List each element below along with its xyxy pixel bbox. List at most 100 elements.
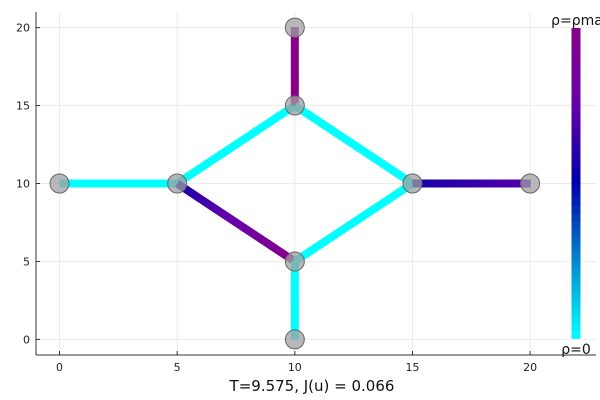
colorbar-swatch bbox=[571, 175, 581, 184]
colorbar-swatch bbox=[571, 167, 581, 177]
edge-segment bbox=[309, 113, 318, 123]
colorbar-swatch bbox=[571, 268, 581, 277]
edge-segment bbox=[252, 126, 261, 136]
edge-segment bbox=[339, 224, 348, 234]
edge-segment bbox=[306, 246, 315, 256]
edge-segment bbox=[380, 160, 389, 170]
edge-segment bbox=[238, 135, 248, 145]
edge-segment bbox=[242, 224, 251, 234]
edge-segment bbox=[312, 242, 322, 252]
colorbar-swatch bbox=[571, 128, 581, 138]
edge-segment bbox=[185, 170, 194, 181]
edge-segment bbox=[363, 148, 372, 159]
edge-segment bbox=[255, 124, 264, 134]
edge-segment bbox=[359, 211, 369, 221]
colorbar-swatch bbox=[571, 74, 581, 84]
network-node bbox=[402, 173, 423, 194]
colorbar-swatch bbox=[571, 66, 581, 76]
y-tick-label: 5 bbox=[23, 255, 30, 268]
colorbar-swatch bbox=[571, 214, 581, 223]
axes: 0 5 10 15 20 0 5 10 15 20 bbox=[16, 12, 596, 374]
colorbar-swatch bbox=[571, 159, 581, 169]
colorbar-swatch bbox=[571, 252, 581, 262]
edge-segment bbox=[218, 148, 227, 158]
edge-segment bbox=[383, 162, 392, 172]
edge-segment bbox=[232, 139, 241, 149]
edge-segment bbox=[363, 208, 372, 219]
edge-segment bbox=[356, 213, 365, 223]
edge-segment bbox=[265, 240, 275, 250]
edge-segment bbox=[195, 193, 204, 203]
colorbar-swatch bbox=[571, 245, 581, 254]
edge-segment bbox=[366, 206, 375, 216]
x-tick-label: 10 bbox=[288, 361, 302, 374]
edge-segment bbox=[396, 171, 406, 181]
edge-segment bbox=[242, 133, 251, 143]
colorbar-swatch bbox=[571, 206, 581, 215]
edge-segment bbox=[319, 120, 328, 130]
edge-segment bbox=[339, 133, 348, 143]
network-node bbox=[49, 173, 70, 194]
colorbar-swatch bbox=[571, 136, 581, 146]
edge-segment bbox=[356, 144, 365, 154]
edge-segment bbox=[332, 128, 342, 139]
colorbar-swatch bbox=[571, 152, 581, 161]
edge bbox=[292, 179, 416, 265]
edge-segment bbox=[265, 117, 275, 127]
colorbar-swatch bbox=[571, 221, 581, 231]
edge-segment bbox=[373, 202, 382, 212]
colorbar-swatch bbox=[571, 229, 581, 239]
edge-segment bbox=[326, 124, 335, 134]
edge-segment bbox=[393, 188, 402, 198]
colorbar-swatch bbox=[571, 90, 581, 99]
edge-segment bbox=[316, 239, 325, 250]
colorbar-bottom-label: ρ=0 bbox=[561, 342, 591, 358]
colorbar-swatch bbox=[571, 82, 581, 91]
x-tick-label: 5 bbox=[174, 361, 181, 374]
colorbar-swatch bbox=[571, 144, 581, 153]
colorbar-swatch bbox=[571, 237, 581, 246]
network-node bbox=[284, 95, 305, 116]
edge-segment bbox=[326, 233, 335, 243]
edge-segment bbox=[248, 229, 258, 239]
edge-segment bbox=[279, 249, 288, 259]
colorbar: ρ=ρma ρ=0 bbox=[551, 13, 600, 358]
edge-segment bbox=[376, 199, 385, 210]
colorbar-swatch bbox=[571, 283, 581, 293]
edge-segment bbox=[329, 126, 338, 136]
network-node bbox=[284, 251, 305, 272]
colorbar-swatch bbox=[571, 113, 581, 122]
edge-segment bbox=[228, 141, 238, 152]
edge-segment bbox=[376, 157, 385, 168]
edge-segment bbox=[188, 168, 197, 178]
edge-segment bbox=[359, 146, 369, 156]
y-tick-label: 15 bbox=[16, 100, 30, 113]
edge-segment bbox=[235, 137, 244, 147]
edge-segment bbox=[275, 110, 285, 121]
colorbar-top-label: ρ=ρma bbox=[551, 13, 600, 29]
edge-segment bbox=[322, 122, 332, 132]
chart-caption: T=9.575, J(u) = 0.066 bbox=[229, 377, 395, 395]
colorbar-swatch bbox=[571, 330, 581, 339]
edge-segment bbox=[336, 226, 345, 236]
edge bbox=[174, 101, 298, 187]
edge-segment bbox=[346, 137, 355, 148]
edge-segment bbox=[208, 155, 217, 165]
edge-segment bbox=[201, 159, 211, 170]
edge-segment bbox=[198, 162, 207, 172]
network-node bbox=[284, 329, 305, 350]
edge-segment bbox=[225, 213, 234, 223]
edge-segment bbox=[383, 195, 392, 205]
colorbar-swatch bbox=[571, 43, 581, 53]
edge-segment bbox=[312, 115, 322, 125]
y-tick-label: 0 bbox=[23, 333, 30, 346]
y-tick-label: 20 bbox=[16, 22, 30, 35]
edge-segment bbox=[225, 144, 234, 154]
edge-segment bbox=[262, 238, 271, 248]
network-node bbox=[520, 173, 541, 194]
edge-segment bbox=[346, 219, 355, 230]
colorbar-swatch bbox=[571, 190, 581, 200]
edge-segment bbox=[349, 140, 359, 150]
edge-segment bbox=[353, 142, 362, 152]
colorbar-swatch bbox=[571, 260, 581, 270]
